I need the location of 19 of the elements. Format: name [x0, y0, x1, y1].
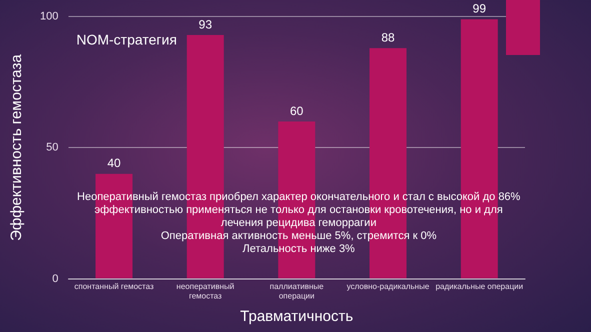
y-tick-label: 100 [40, 10, 58, 23]
y-axis-title: Эффективность гемостаза [8, 54, 26, 241]
y-tick-label: 0 [52, 272, 58, 285]
data-label: 60 [290, 104, 304, 118]
x-axis-title: Травматичность [240, 308, 354, 326]
x-tick-label: условно-радикальные [346, 282, 430, 291]
annotation: Неоперативный гемостаз приобрел характер окончательного и стал с высокой до 86% эффективностью применяться не только для остановки кровотечения, но и для лечения рецидива геморрагии [77, 191, 521, 230]
x-tick-label: спонтанный гемостаз [74, 282, 154, 291]
data-label: 99 [472, 2, 486, 16]
x-tick-label: радикальные операции [436, 282, 524, 291]
annotation: NOM-стратегия [76, 31, 177, 48]
data-label: 88 [381, 30, 395, 44]
x-tick-label: неоперативный гемостаз [176, 282, 234, 300]
data-label: 40 [107, 156, 122, 170]
x-tick-label: паллиативные операции [270, 282, 324, 300]
annotation: Летальность ниже 3% [242, 243, 356, 256]
data-label: 93 [198, 17, 212, 32]
y-tick-label: 50 [46, 142, 58, 154]
annotation: Оперативная активность меньше 5%, стремится к 0% [160, 230, 437, 242]
